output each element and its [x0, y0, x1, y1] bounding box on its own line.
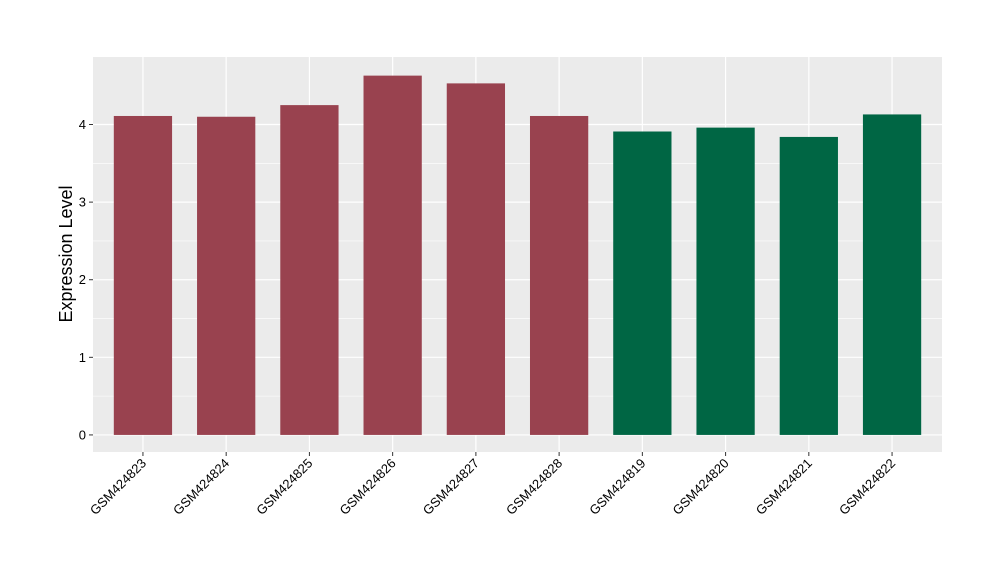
x-tick-label: GSM424823	[87, 456, 149, 518]
y-axis-title: Expression Level	[56, 185, 76, 322]
y-tick-label: 2	[79, 272, 86, 287]
bar-gsm424824	[197, 116, 256, 435]
bar-gsm424823	[113, 115, 173, 435]
y-axis: 0 1 2 3 4	[79, 117, 93, 442]
bar-gsm424822	[862, 114, 922, 435]
x-tick-label: GSM424820	[669, 456, 731, 518]
x-axis: GSM424823 GSM424824 GSM424825 GSM424826 GSM4…	[87, 452, 898, 518]
x-tick-label: GSM424821	[753, 456, 815, 518]
x-tick-label: GSM424828	[503, 456, 565, 518]
bar-gsm424827	[446, 83, 506, 435]
bar-gsm424825	[280, 105, 339, 435]
bar-gsm424826	[363, 75, 422, 435]
y-tick-label: 0	[79, 427, 86, 442]
y-tick-label: 3	[79, 195, 86, 210]
bar-gsm424821	[779, 136, 838, 435]
y-tick-label: 1	[79, 350, 86, 365]
y-tick-label: 4	[79, 117, 86, 132]
x-tick-label: GSM424822	[836, 456, 898, 518]
x-tick-label: GSM424826	[337, 456, 399, 518]
x-tick-label: GSM424824	[170, 456, 232, 518]
bars	[113, 75, 922, 435]
x-tick-label: GSM424819	[586, 456, 648, 518]
x-tick-label: GSM424825	[253, 456, 315, 518]
bar-gsm424828	[529, 115, 589, 435]
bar-gsm424819	[613, 131, 672, 435]
x-tick-label: GSM424827	[420, 456, 482, 518]
bar-gsm424820	[696, 127, 755, 435]
